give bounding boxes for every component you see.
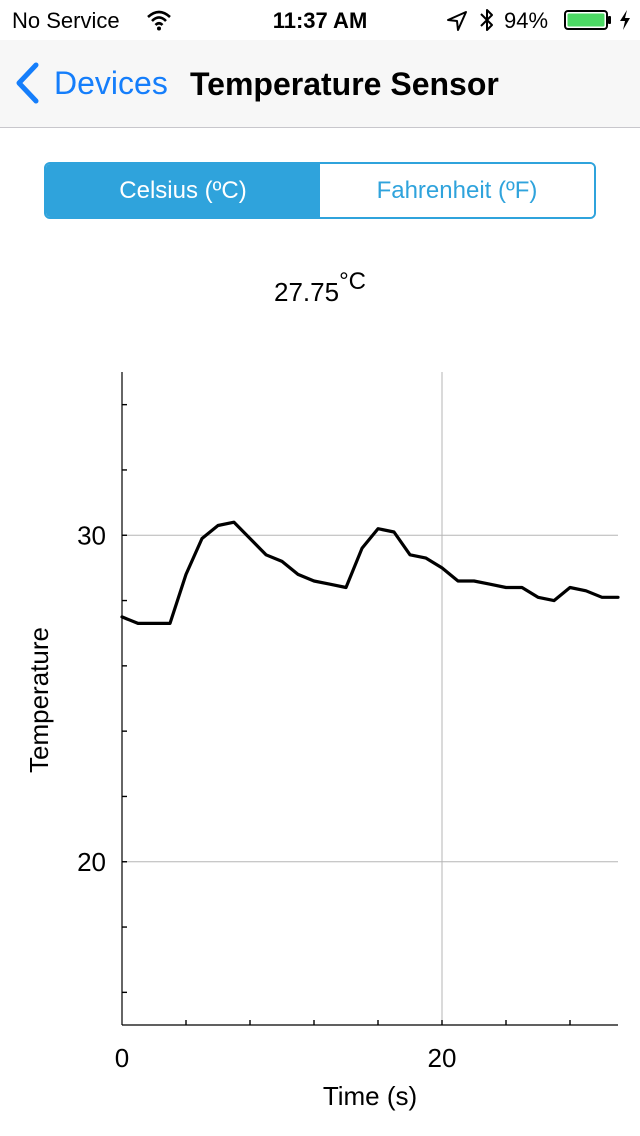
chevron-left-icon bbox=[16, 62, 39, 104]
chart-grid bbox=[122, 372, 618, 1025]
celsius-segment[interactable]: Celsius (ºC) bbox=[46, 164, 320, 217]
x-tick-label: 20 bbox=[428, 1043, 457, 1073]
temperature-reading: 27.75°C bbox=[0, 268, 640, 308]
temperature-unit: °C bbox=[339, 268, 366, 295]
back-button-label: Devices bbox=[54, 64, 168, 101]
y-tick-label: 20 bbox=[77, 847, 106, 877]
temperature-value: 27.75 bbox=[273, 277, 340, 307]
bluetooth-icon bbox=[480, 9, 493, 31]
wifi-icon bbox=[147, 10, 171, 31]
carrier-label: No Service bbox=[12, 8, 120, 33]
location-icon bbox=[447, 11, 467, 31]
fahrenheit-segment[interactable]: Fahrenheit (ºF) bbox=[320, 164, 594, 217]
series-line bbox=[120, 520, 620, 625]
y-tick-label: 30 bbox=[77, 520, 106, 550]
chart-axes bbox=[121, 372, 618, 1026]
charging-bolt-icon bbox=[620, 10, 630, 30]
x-axis-label: Time (s) bbox=[323, 1081, 417, 1111]
x-tick-label: 0 bbox=[115, 1043, 129, 1073]
temperature-chart: 20 30 0 20 Time (s) Temperature bbox=[24, 372, 620, 1111]
chart-ticks: 20 30 0 20 bbox=[77, 403, 571, 1073]
battery-icon bbox=[564, 10, 611, 30]
status-bar: No Service 11:37 AM 94% bbox=[0, 0, 640, 40]
page-title: Temperature Sensor bbox=[190, 66, 499, 102]
y-axis-label: Temperature bbox=[24, 627, 54, 773]
unit-segmented-control: Celsius (ºC) Fahrenheit (ºF) bbox=[44, 162, 596, 219]
back-button[interactable]: Devices bbox=[14, 62, 168, 104]
status-time: 11:37 AM bbox=[272, 8, 368, 33]
navigation-bar: Devices Temperature Sensor bbox=[0, 40, 640, 128]
chart-series bbox=[120, 520, 620, 625]
battery-percent: 94% bbox=[504, 8, 549, 33]
